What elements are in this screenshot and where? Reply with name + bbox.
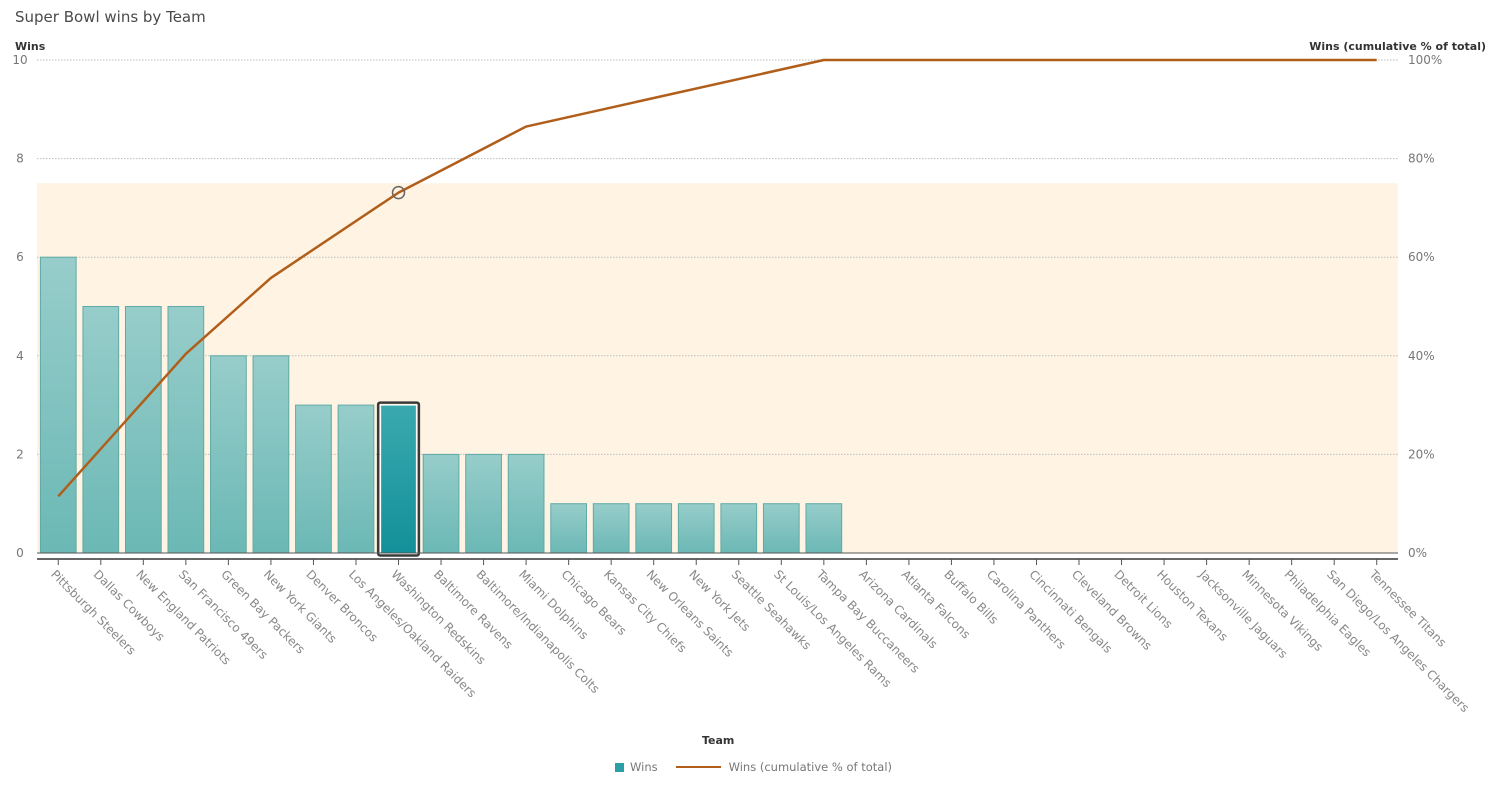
bar[interactable] [677,503,715,554]
x-tick-label: Arizona Cardinals [856,567,940,651]
cumulative-line[interactable] [57,58,1377,498]
x-tick-label: Tennessee Titans [1366,567,1449,650]
bar[interactable] [82,306,120,554]
pareto-chart: 0 0% 2 20% 4 40% 6 60% 8 80% 10 100% Pittsburgh Stee… [12,53,1472,715]
selected-point-marker[interactable] [391,185,406,200]
x-tick-label: Cleveland Browns [1069,567,1155,653]
bar[interactable] [380,404,417,554]
bar[interactable] [39,256,77,554]
y-tick-label: 10 [12,53,27,67]
bar[interactable] [635,503,673,554]
x-axis-title: Team [702,734,735,747]
x-tick-label: New York Giants [261,567,340,646]
y-tick-label: 8 [16,152,24,166]
legend: Wins Wins (cumulative % of total) [615,760,892,774]
bar[interactable] [337,404,375,554]
x-tick-label: Pittsburgh Steelers [48,567,138,657]
y2-tick-label: 0% [1408,546,1427,560]
y-axis-left-title: Wins [15,40,46,53]
legend-line-label[interactable]: Wins (cumulative % of total) [728,760,893,774]
y2-tick-label: 20% [1408,447,1435,461]
bar[interactable] [295,404,332,554]
y-tick-label: 6 [16,250,24,264]
bar[interactable] [805,503,843,554]
bar[interactable] [465,453,502,554]
y-tick-label: 4 [16,349,24,363]
bar[interactable] [592,503,630,554]
y2-tick-label: 40% [1408,349,1435,363]
x-tick-label: Cincinnati Bengals [1026,567,1115,656]
bar[interactable] [210,355,247,554]
y-tick-label: 2 [16,447,24,461]
legend-bar-label[interactable]: Wins [630,760,658,774]
bar[interactable] [422,453,460,554]
bar[interactable] [720,503,758,554]
chart-title: Super Bowl wins by Team [15,8,206,26]
y2-tick-label: 60% [1408,250,1435,264]
x-tick-label: Baltimore Ravens [431,567,516,652]
legend-line-swatch-icon [675,765,721,769]
selected-bar-outline [376,401,421,557]
bar[interactable] [550,503,588,554]
y-tick-label: 0 [16,546,24,560]
x-tick-label: Kansas City Chiefs [601,567,689,655]
y-axis-right-title: Wins (cumulative % of total) [1309,40,1486,53]
y2-tick-label: 80% [1408,152,1435,166]
bar[interactable] [124,306,162,554]
bar[interactable] [762,503,800,554]
legend-bar-swatch-icon [615,762,624,772]
x-tick-label: Denver Broncos [303,567,380,644]
x-tick-label: Seattle Seahawks [729,567,814,652]
y2-tick-label: 100% [1408,53,1442,67]
x-tick-label: Minnesota Vikings [1239,567,1326,654]
bar[interactable] [252,355,290,554]
x-tick-label: Carolina Panthers [984,567,1069,652]
bar[interactable] [507,453,545,554]
